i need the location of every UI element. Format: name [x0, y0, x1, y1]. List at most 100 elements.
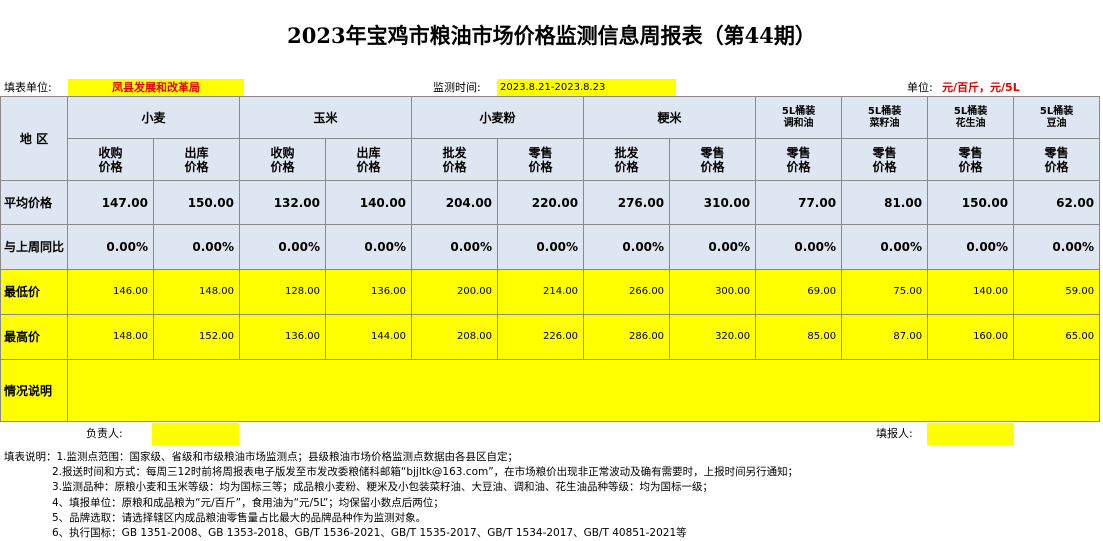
group-header: 小麦 [66, 96, 241, 139]
price-cell: 132.00 [239, 180, 327, 225]
price-cell: 148.00 [152, 269, 241, 315]
instruction-line: 5、品牌选取：请选择辖区内成品粮油零售量占比最大的品牌品种作为监测对象。 [52, 511, 427, 524]
price-cell: 200.00 [411, 269, 499, 315]
sub-header: 零售 价格 [755, 138, 843, 181]
price-cell: 150.00 [927, 180, 1015, 225]
price-cell: 214.00 [497, 269, 585, 315]
filler-person-field[interactable] [927, 423, 1014, 445]
sub-header: 零售 价格 [841, 138, 929, 181]
price-cell: 152.00 [152, 314, 241, 360]
price-cell: 148.00 [67, 314, 154, 360]
price-cell: 266.00 [583, 269, 671, 315]
instructions-lead: 填表说明： [4, 451, 57, 463]
instruction-text: 1.监测点范围：国家级、省级和市级粮油市场监测点；县级粮油市场价格监测点数据由各… [56, 451, 519, 463]
period-value: 2023.8.21-2023.8.23 [497, 79, 676, 96]
sub-header: 出库 价格 [152, 138, 241, 181]
price-cell: 136.00 [325, 269, 413, 315]
instruction-line: 6、执行国标：GB 1351-2008、GB 1353-2018、GB/T 15… [52, 527, 687, 540]
price-cell: 160.00 [927, 314, 1015, 360]
sub-header: 零售 价格 [1013, 138, 1101, 181]
period-label: 监测时间: [433, 81, 481, 94]
sub-header: 批发 价格 [411, 138, 499, 181]
row-label: 平均价格 [0, 180, 68, 225]
price-cell: 59.00 [1013, 269, 1101, 315]
price-cell: 220.00 [497, 180, 585, 225]
row-label: 与上周同比 [0, 224, 68, 270]
price-cell: 0.00% [927, 224, 1015, 270]
instruction-line: 4、填报单位：原粮和成品粮为“元/百斤”，食用油为“元/5L”；均保留小数点后两… [52, 496, 444, 509]
group-header: 小麦粉 [411, 96, 585, 139]
price-cell: 65.00 [1013, 314, 1101, 360]
price-cell: 77.00 [755, 180, 843, 225]
price-cell: 0.00% [1013, 224, 1101, 270]
price-cell: 0.00% [669, 224, 757, 270]
group-header: 玉米 [239, 96, 413, 139]
price-cell: 85.00 [755, 314, 843, 360]
price-cell: 146.00 [67, 269, 154, 315]
sub-header: 收购 价格 [239, 138, 327, 181]
price-cell: 150.00 [152, 180, 241, 225]
table-row: 与上周同比 0.00% 0.00% 0.00% 0.00% 0.00% 0.00% 0.00%… [0, 224, 1101, 270]
price-table: 地 区小麦 玉米 小麦粉 粳米 5L桶装 调和油 5L桶装 菜籽油 5L桶装 花生油 5L桶装… [0, 96, 1101, 422]
notes-row-content[interactable] [66, 359, 1101, 422]
group-header: 5L桶装 调和油 [755, 96, 843, 139]
price-cell: 286.00 [583, 314, 671, 360]
price-cell: 0.00% [841, 224, 929, 270]
price-cell: 204.00 [411, 180, 499, 225]
price-cell: 75.00 [841, 269, 929, 315]
report-title: 2023年宝鸡市粮油市场价格监测信息周报表（第44期） [287, 23, 816, 48]
price-cell: 0.00% [497, 224, 585, 270]
price-cell: 0.00% [325, 224, 413, 270]
sub-header: 收购 价格 [67, 138, 154, 181]
table-row: 最高价 148.00 152.00 136.00 144.00 208.00 226.00 2… [0, 314, 1101, 360]
filler-unit-value: 凤县发展和改革局 [68, 79, 244, 96]
unit-value: 元/百斤，元/5L [942, 81, 1020, 94]
price-cell: 87.00 [841, 314, 929, 360]
sub-header: 零售 价格 [927, 138, 1015, 181]
price-cell: 276.00 [583, 180, 671, 225]
price-cell: 0.00% [67, 224, 154, 270]
notes-row-label: 情况说明 [0, 359, 68, 422]
price-cell: 0.00% [583, 224, 671, 270]
instruction-line: 2.报送时间和方式：每周三12时前将周报表电子版发至市发改委粮储科邮箱“bjjl… [52, 466, 799, 479]
price-cell: 320.00 [669, 314, 757, 360]
instructions: 填表说明：1.监测点范围：国家级、省级和市级粮油市场监测点；县级粮油市场价格监测… [4, 450, 798, 541]
filler-unit-label: 填表单位: [4, 81, 52, 94]
table-row: 平均价格 147.00 150.00 132.00 140.00 204.00 220.00… [0, 180, 1101, 225]
price-cell: 144.00 [325, 314, 413, 360]
instruction-line: 3.监测品种：原粮小麦和玉米等级：均为国标三等；成品粮小麦粉、粳米及小包装菜籽油… [52, 481, 714, 494]
row-label: 最高价 [0, 314, 68, 360]
row-label: 最低价 [0, 269, 68, 315]
table-row: 最低价 146.00 148.00 128.00 136.00 200.00 214.00 2… [0, 269, 1101, 315]
price-cell: 300.00 [669, 269, 757, 315]
group-header: 5L桶装 豆油 [1013, 96, 1101, 139]
sub-header: 零售 价格 [669, 138, 757, 181]
price-cell: 310.00 [669, 180, 757, 225]
price-cell: 226.00 [497, 314, 585, 360]
price-cell: 0.00% [411, 224, 499, 270]
responsible-label: 负责人: [86, 427, 123, 440]
meta-row: 填表单位: 凤县发展和改革局 监测时间: 2023.8.21-2023.8.23… [4, 79, 1103, 96]
unit-label: 单位: [907, 81, 933, 94]
price-cell: 62.00 [1013, 180, 1101, 225]
region-header: 地 区 [0, 96, 68, 181]
price-cell: 0.00% [755, 224, 843, 270]
filler-person-label: 填报人: [876, 427, 913, 440]
price-cell: 0.00% [152, 224, 241, 270]
sub-header: 零售 价格 [497, 138, 585, 181]
price-cell: 0.00% [239, 224, 327, 270]
price-cell: 140.00 [927, 269, 1015, 315]
group-header: 粳米 [583, 96, 757, 139]
price-cell: 136.00 [239, 314, 327, 360]
responsible-field[interactable] [152, 423, 239, 445]
sub-header: 批发 价格 [583, 138, 671, 181]
price-cell: 208.00 [411, 314, 499, 360]
price-cell: 128.00 [239, 269, 327, 315]
price-cell: 140.00 [325, 180, 413, 225]
group-header: 5L桶装 花生油 [927, 96, 1015, 139]
group-header: 5L桶装 菜籽油 [841, 96, 929, 139]
sub-header: 出库 价格 [325, 138, 413, 181]
price-cell: 69.00 [755, 269, 843, 315]
price-cell: 147.00 [67, 180, 154, 225]
price-cell: 81.00 [841, 180, 929, 225]
